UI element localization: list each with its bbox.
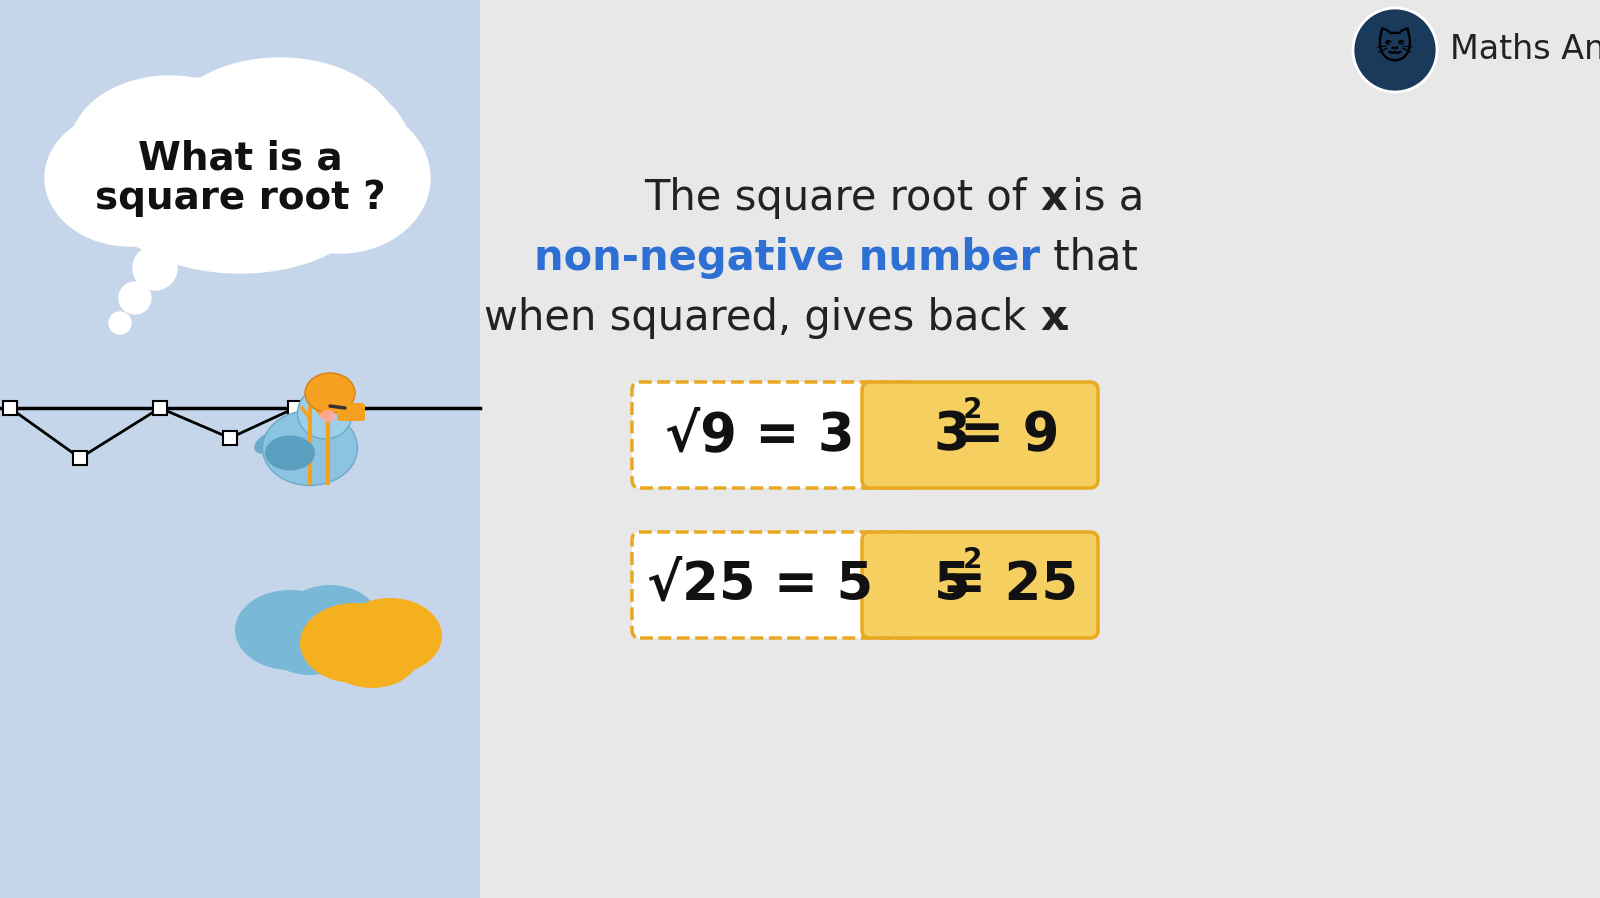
Text: What is a: What is a bbox=[138, 139, 342, 177]
Text: √25 = 5: √25 = 5 bbox=[646, 559, 874, 611]
Text: is a: is a bbox=[1059, 177, 1144, 219]
Ellipse shape bbox=[262, 410, 357, 486]
FancyBboxPatch shape bbox=[862, 532, 1098, 638]
Text: The square root of: The square root of bbox=[645, 177, 1040, 219]
Ellipse shape bbox=[280, 585, 381, 661]
Text: x: x bbox=[1040, 297, 1067, 339]
Circle shape bbox=[109, 312, 131, 334]
Ellipse shape bbox=[99, 103, 381, 273]
Ellipse shape bbox=[70, 76, 270, 220]
Text: = 25: = 25 bbox=[942, 559, 1078, 611]
Ellipse shape bbox=[266, 436, 315, 471]
Ellipse shape bbox=[210, 76, 410, 220]
Text: Maths Angel: Maths Angel bbox=[1450, 33, 1600, 66]
Ellipse shape bbox=[298, 387, 352, 439]
Ellipse shape bbox=[262, 605, 358, 675]
FancyBboxPatch shape bbox=[0, 0, 480, 898]
Text: square root ?: square root ? bbox=[94, 179, 386, 217]
FancyBboxPatch shape bbox=[862, 382, 1098, 488]
Ellipse shape bbox=[338, 598, 442, 674]
Text: 5: 5 bbox=[934, 559, 970, 611]
Circle shape bbox=[1354, 8, 1437, 92]
FancyBboxPatch shape bbox=[632, 532, 918, 638]
Text: 🐱: 🐱 bbox=[1376, 33, 1414, 67]
FancyBboxPatch shape bbox=[338, 403, 365, 421]
Ellipse shape bbox=[306, 373, 355, 413]
FancyBboxPatch shape bbox=[154, 401, 166, 415]
Ellipse shape bbox=[301, 603, 410, 683]
FancyBboxPatch shape bbox=[288, 401, 302, 415]
Text: 2: 2 bbox=[962, 396, 982, 424]
FancyBboxPatch shape bbox=[3, 401, 18, 415]
FancyBboxPatch shape bbox=[632, 382, 918, 488]
Ellipse shape bbox=[323, 618, 419, 688]
Ellipse shape bbox=[160, 58, 400, 218]
Text: x: x bbox=[1040, 177, 1067, 219]
Text: .: . bbox=[1059, 297, 1072, 339]
Text: when squared, gives back: when squared, gives back bbox=[485, 297, 1040, 339]
Ellipse shape bbox=[45, 110, 214, 246]
Text: √9 = 3: √9 = 3 bbox=[666, 409, 854, 461]
Circle shape bbox=[133, 246, 178, 290]
Ellipse shape bbox=[250, 103, 430, 253]
Ellipse shape bbox=[254, 432, 282, 453]
FancyBboxPatch shape bbox=[74, 451, 86, 465]
Ellipse shape bbox=[235, 590, 346, 670]
Circle shape bbox=[118, 282, 150, 314]
Text: that: that bbox=[1040, 237, 1138, 279]
Ellipse shape bbox=[320, 410, 336, 422]
Text: 2: 2 bbox=[962, 546, 982, 574]
Ellipse shape bbox=[70, 78, 330, 258]
Text: non-negative number: non-negative number bbox=[534, 237, 1040, 279]
Text: 3: 3 bbox=[934, 409, 970, 461]
Text: = 9: = 9 bbox=[960, 409, 1059, 461]
FancyBboxPatch shape bbox=[222, 431, 237, 445]
